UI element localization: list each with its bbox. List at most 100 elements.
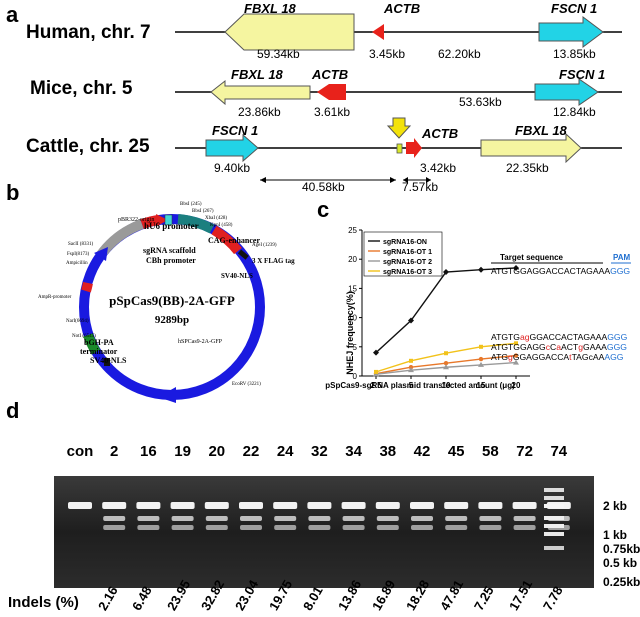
gel-band-cleaved: [103, 525, 126, 530]
ladder-band: [544, 516, 564, 520]
lane-label: 42: [413, 443, 431, 460]
lane-label: 74: [550, 443, 568, 460]
distance-human-1: 59.34kb: [257, 47, 300, 61]
gel-band-parent: [341, 502, 366, 509]
gel-band-cleaved: [205, 525, 228, 530]
track-label-human: Human, chr. 7: [26, 22, 151, 43]
distance-cattle-2: 3.42kb: [420, 161, 456, 175]
gel-image: [54, 476, 594, 588]
data-point: [443, 364, 449, 370]
site-noti: NotI (6545): [72, 334, 96, 339]
bgh-label-1: bGH-PA: [84, 338, 114, 347]
site-agei: AgeI (1239): [252, 243, 277, 248]
data-point: [478, 266, 484, 273]
gel-band-cleaved: [342, 525, 365, 530]
y-tick-label: 0: [353, 372, 358, 381]
x-tick-label: 20: [512, 381, 521, 390]
lane-label: 16: [140, 443, 157, 460]
ladder-075kb: 0.75kb: [603, 542, 640, 556]
ampicillin-label: Ampicillin: [66, 261, 88, 266]
target-site-pointer-icon: [386, 117, 412, 139]
data-point: [479, 344, 483, 349]
gene-label-fscn1-human: FSCN 1: [551, 1, 597, 16]
sv40-bottom-label: SV40-NLS: [90, 356, 127, 365]
gel-band-parent: [239, 502, 263, 509]
gene-arrow-fscn1-mice: [534, 78, 599, 106]
lane-label: 20: [208, 443, 226, 460]
sv40-top-label: SV40-NLS: [221, 272, 253, 280]
gene-arrow-actb-cattle: [406, 138, 422, 158]
interval-cattle-2: 7.57kb: [402, 180, 439, 194]
ladder-band: [544, 488, 564, 492]
track-cattle: FSCN 1 ACTB FBXL 18 9.40kb 3.42kb 22.35k…: [175, 117, 622, 183]
distance-mice-4: 12.84kb: [553, 105, 596, 119]
gel-band-cleaved: [513, 525, 536, 530]
gel-band-parent: [273, 502, 298, 509]
gene-label-fbxl18-cattle: FBXL 18: [515, 123, 568, 138]
data-point: [513, 264, 519, 271]
distance-mice-1: 23.86kb: [238, 105, 281, 119]
gel-band-parent: [444, 502, 469, 509]
panel-a-letter: a: [6, 2, 19, 27]
track-label-cattle: Cattle, chr. 25: [26, 136, 150, 157]
sequence-list: ATGTGGAGGACCACTAGAAAGGG ATGTGagGGACCACTAG…: [491, 266, 630, 362]
cag-arc: [177, 214, 215, 234]
track-label-mice: Mice, chr. 5: [30, 78, 133, 99]
ladder-band: [544, 546, 564, 550]
distance-human-2: 3.45kb: [369, 47, 405, 61]
x-tick-label: 10: [442, 381, 451, 390]
gel-band-cleaved: [240, 525, 262, 530]
flag-arc: [211, 225, 242, 255]
lane-label: 24: [276, 443, 294, 460]
gel-band-parent: [512, 502, 537, 509]
target-sequence-header: Target sequence: [500, 253, 564, 262]
ladder-05kb: 0.5 kb: [603, 556, 638, 570]
gel-band-parent: [410, 502, 434, 509]
legend-label: sgRNA16-OT 1: [383, 249, 432, 256]
gene-arrow-fbxl18-mice: [210, 79, 311, 106]
site-nari: NarI(6694): [66, 319, 89, 324]
distance-cattle-1: 9.40kb: [214, 161, 250, 175]
gel-band-parent: [375, 502, 400, 509]
nhej-chart: 0 5 10 15 20 25 2.5 5 10 15 20 NHEJ frequency(%) p…: [325, 226, 631, 390]
legend-label: sgRNA16-OT 2: [383, 259, 432, 266]
ladder-025kb: 0.25kb: [603, 575, 640, 589]
origin-label: pBR322-origin: [118, 217, 154, 223]
gel-band-cleaved: [205, 516, 228, 521]
gel-band-parent: [307, 502, 332, 509]
cbh-label: CBh promoter: [146, 256, 196, 265]
ampr-promoter-label: AmpR-promoter: [38, 295, 72, 300]
gel-band-cleaved: [308, 516, 331, 521]
lane-label: 38: [379, 443, 397, 460]
gel-band-cleaved: [308, 525, 331, 530]
sequence-row: ATGgGGAGGACCAtTAGcAAAGG: [491, 352, 624, 362]
data-point: [444, 351, 448, 356]
gene-label-actb-cattle: ACTB: [421, 126, 458, 141]
gene-label-actb-human: ACTB: [383, 1, 420, 16]
gene-arrow-fbxl18-human: [224, 13, 355, 51]
gel-band-cleaved: [274, 525, 297, 530]
legend-label: sgRNA16-OT 3: [383, 269, 432, 276]
x-tick-label: 15: [477, 381, 486, 390]
y-tick-label: 15: [348, 284, 357, 293]
distance-human-4: 13.85kb: [553, 47, 596, 61]
gel-band-cleaved: [342, 516, 365, 521]
site-fspi: FspI(8173): [67, 252, 90, 257]
panel-b-letter: b: [6, 180, 20, 205]
data-point: [374, 369, 378, 374]
bgh-arc: [83, 333, 101, 355]
gel-band-cleaved: [445, 516, 468, 521]
lane-label: 72: [516, 443, 533, 460]
gene-label-actb-mice: ACTB: [311, 67, 348, 82]
data-point: [443, 269, 449, 276]
data-point: [513, 359, 519, 365]
pam-header: PAM: [613, 253, 631, 262]
panel-d-letter: d: [6, 398, 20, 423]
site-kpni: KpnI (458): [210, 223, 233, 228]
ladder-band: [544, 524, 564, 528]
distance-human-3: 62.20kb: [438, 47, 481, 61]
x-tick-label: 5: [409, 381, 414, 390]
gel-band-parent: [478, 502, 503, 509]
site-xbai: XbaI (428): [205, 216, 227, 221]
gel-band-cleaved: [479, 516, 502, 521]
